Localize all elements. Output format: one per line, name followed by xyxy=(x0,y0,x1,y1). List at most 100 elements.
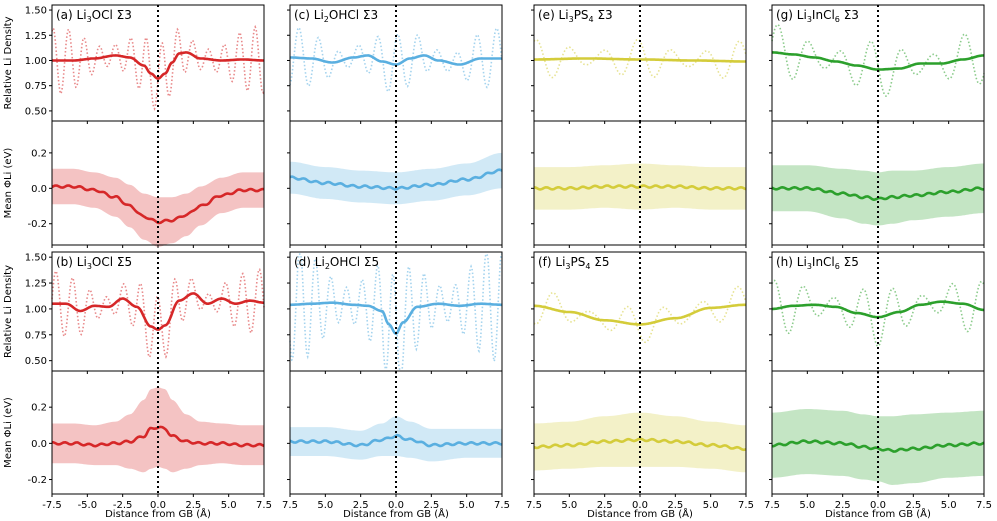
x-tick-label: 0.0 xyxy=(632,500,648,511)
x-tick-label: 5.0 xyxy=(317,500,333,511)
panel-f: (f) Li3PS4 Σ5 xyxy=(531,251,747,374)
x-axis-label: Distance from GB (Å) xyxy=(105,507,211,520)
series-raw-density-e xyxy=(533,38,747,79)
y-tick-label: -0.2 xyxy=(27,219,47,230)
x-tick-label: 7.5 xyxy=(738,500,754,511)
x-tick-label: 2.5 xyxy=(905,500,921,511)
axes-frame xyxy=(771,4,985,122)
panel-title: (g) Li3InCl6 Σ3 xyxy=(776,8,859,24)
y-tick-label: 0.0 xyxy=(31,439,47,450)
series-mean-density-a xyxy=(52,51,264,80)
y-axis-label-phi: Mean ΦLi (eV) xyxy=(3,148,14,219)
y-axis-label-density: Relative Li Density xyxy=(3,16,14,109)
x-axis-label: Distance from GB (Å) xyxy=(587,507,693,520)
panel-d-phi: 7.5 5.0 2.5 0.0 2.5 5.0 7.5 Distance from GB (Å… xyxy=(282,370,510,520)
panel-h-phi: 7.5 5.0 2.5 0.0 2.5 5.0 7.5 Distance from GB (Å… xyxy=(764,370,992,520)
x-tick-label: 7.5 xyxy=(976,500,992,511)
y-tick-label: 0.50 xyxy=(25,106,47,117)
panel-c-phi xyxy=(287,120,503,248)
panel-title: (f) Li3PS4 Σ5 xyxy=(538,255,610,271)
x-tick-label: 0.0 xyxy=(150,500,166,511)
x-tick-label: 7.5 xyxy=(256,500,272,511)
panel-b-phi: 0.2 0.0 -0.2 -7.5 -5.0 -2.5 0.0 2.5 5.0 7.5 Distan… xyxy=(27,370,272,520)
series-mean-phi-f-phi xyxy=(533,437,747,452)
series-raw-density-h xyxy=(771,279,985,348)
x-tick-label: 0.0 xyxy=(870,500,886,511)
x-tick-label: 5.0 xyxy=(459,500,475,511)
x-tick-label: 7.5 xyxy=(282,500,298,511)
series-raw-density-d xyxy=(289,253,502,370)
series-mean-phi-g-phi xyxy=(771,186,985,201)
panel-g-phi xyxy=(769,120,985,248)
series-band-g-phi xyxy=(772,163,984,226)
x-tick-label: 2.5 xyxy=(185,500,201,511)
y-tick-label: 1.50 xyxy=(25,253,47,264)
x-tick-label: 7.5 xyxy=(764,500,780,511)
y-axis-label-phi: Mean ΦLi (eV) xyxy=(3,397,14,468)
y-tick-label: 0.2 xyxy=(31,148,47,159)
series-band-c-phi xyxy=(290,152,502,205)
series-raw-density-g xyxy=(771,23,985,97)
series-mean-density-e xyxy=(534,57,746,63)
x-tick-label: 2.5 xyxy=(353,500,369,511)
panel-title: (c) Li2OHCl Σ3 xyxy=(294,8,378,24)
series-band-b-phi xyxy=(52,387,264,473)
x-tick-label: 2.5 xyxy=(667,500,683,511)
x-tick-label: 0.0 xyxy=(388,500,404,511)
x-tick-label: -2.5 xyxy=(113,500,133,511)
series-mean-density-f xyxy=(534,303,746,326)
series-mean-phi-h-phi xyxy=(771,439,985,453)
x-tick-label: 7.5 xyxy=(494,500,510,511)
panel-title: (e) Li3PS4 Σ3 xyxy=(538,8,613,24)
x-tick-label: -5.0 xyxy=(78,500,98,511)
panel-e-phi xyxy=(531,120,747,248)
panel-e: (e) Li3PS4 Σ3 xyxy=(531,4,747,124)
y-axis-label-density: Relative Li Density xyxy=(3,265,14,358)
x-tick-label: 5.0 xyxy=(941,500,957,511)
y-tick-label: -0.2 xyxy=(27,475,47,486)
x-tick-label: 2.5 xyxy=(835,500,851,511)
axes-frame xyxy=(289,4,503,122)
series-mean-density-b xyxy=(52,292,264,331)
panel-a: 1.50 1.25 1.00 0.75 0.50 (a) Li3OCl Σ3 xyxy=(25,4,265,124)
panel-d: (d) Li2OHCl Σ5 xyxy=(287,251,503,374)
panel-c: (c) Li2OHCl Σ3 xyxy=(287,4,503,124)
panel-title: (h) Li3InCl6 Σ5 xyxy=(776,255,859,271)
x-axis-label: Distance from GB (Å) xyxy=(343,507,449,520)
x-axis-label: Distance from GB (Å) xyxy=(825,507,931,520)
y-tick-label: 1.50 xyxy=(25,6,47,17)
series-mean-density-h xyxy=(772,300,984,319)
panel-h: (h) Li3InCl6 Σ5 xyxy=(769,251,985,374)
panel-title: (b) Li3OCl Σ5 xyxy=(56,255,132,271)
y-tick-label: 0.75 xyxy=(25,81,47,92)
panel-f-phi: 7.5 5.0 2.5 0.0 2.5 5.0 7.5 Distance from GB (Å… xyxy=(526,370,754,520)
y-tick-label: 1.00 xyxy=(25,304,47,315)
panel-a-phi: 0.2 0.0 -0.2 xyxy=(27,120,265,248)
panel-b: 1.50 1.25 1.00 0.75 0.50 (b) Li3OCl Σ5 xyxy=(25,251,265,374)
axes-frame xyxy=(51,4,265,122)
series-mean-density-c xyxy=(290,54,502,66)
series-mean-density-g xyxy=(772,51,985,71)
y-tick-label: 0.2 xyxy=(31,403,47,414)
y-tick-label: 1.25 xyxy=(25,31,47,42)
y-tick-label: 1.00 xyxy=(25,56,47,67)
series-band-d-phi xyxy=(290,416,502,462)
axes-frame xyxy=(533,4,747,122)
y-tick-label: 0.0 xyxy=(31,184,47,195)
series-raw-density-c xyxy=(289,26,503,93)
x-tick-label: -7.5 xyxy=(42,500,62,511)
y-tick-label: 0.50 xyxy=(25,356,47,367)
y-tick-label: 0.75 xyxy=(25,330,47,341)
y-tick-label: 1.25 xyxy=(25,279,47,290)
series-mean-phi-d-phi xyxy=(289,433,503,448)
x-tick-label: 2.5 xyxy=(597,500,613,511)
panel-title: (d) Li2OHCl Σ5 xyxy=(294,255,379,271)
x-tick-label: 5.0 xyxy=(799,500,815,511)
panel-g: (g) Li3InCl6 Σ3 xyxy=(769,4,985,124)
x-tick-label: 5.0 xyxy=(221,500,237,511)
x-tick-label: 2.5 xyxy=(423,500,439,511)
panel-title: (a) Li3OCl Σ3 xyxy=(56,8,132,24)
series-mean-phi-c-phi xyxy=(289,168,503,191)
x-tick-label: 5.0 xyxy=(703,500,719,511)
